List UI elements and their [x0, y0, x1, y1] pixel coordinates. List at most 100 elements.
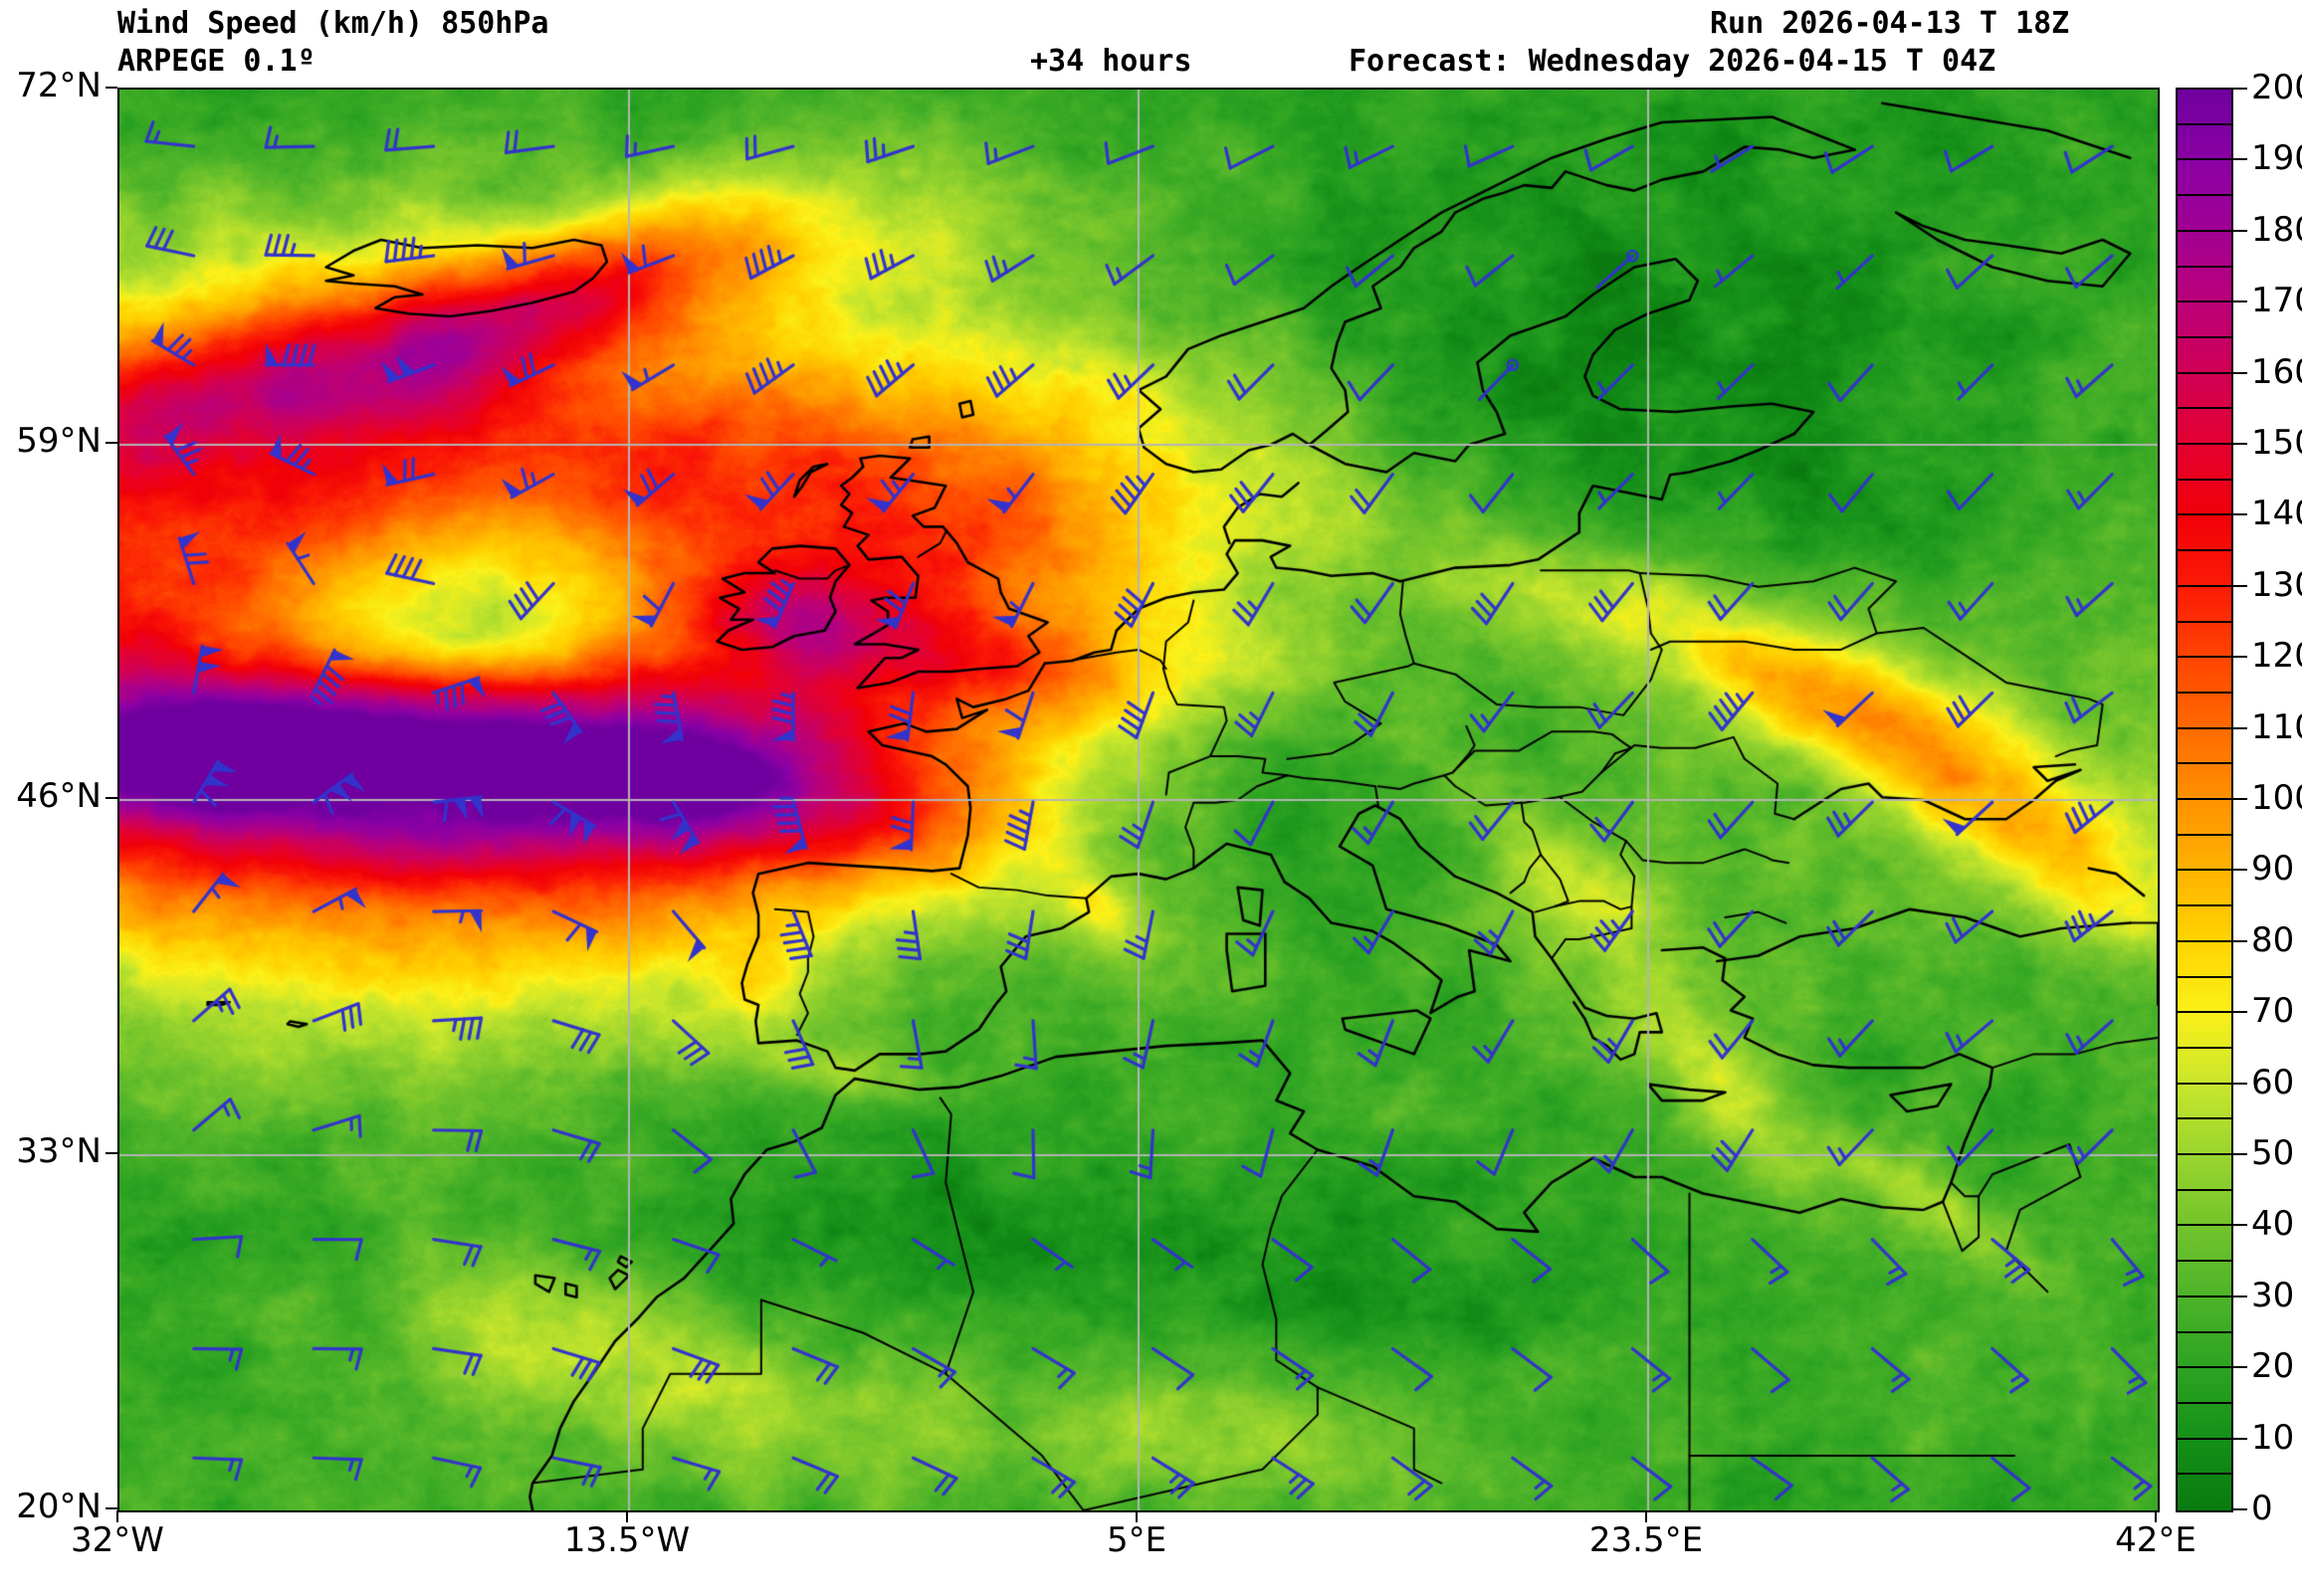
longitude-tick-mark	[626, 1510, 628, 1522]
longitude-tick-label: 5°E	[1106, 1520, 1167, 1560]
colorbar-tick-label: 0	[2251, 1489, 2273, 1528]
colorbar-minor-tick	[2176, 1011, 2233, 1014]
forecast-valid-label: Forecast: Wednesday 2026-04-15 T 04Z	[1349, 44, 1996, 79]
colorbar-minor-tick	[2176, 407, 2233, 410]
colorbar-tick-label: 10	[2251, 1417, 2295, 1458]
colorbar-major-tick	[2233, 1153, 2247, 1155]
colorbar-minor-tick	[2176, 335, 2233, 338]
colorbar-major-tick	[2233, 229, 2247, 232]
colorbar-minor-tick	[2176, 549, 2233, 552]
colorbar-major-tick	[2233, 513, 2247, 516]
colorbar-tick-label: 120	[2251, 636, 2302, 677]
colorbar: 0 10 20 30 40 50 60 70 80 90 100 110 120 130 140 150 160…	[2176, 68, 2302, 1528]
colorbar-major-tick	[2233, 726, 2247, 729]
colorbar-major-tick	[2233, 1366, 2247, 1369]
colorbar-major-tick	[2233, 1224, 2247, 1227]
colorbar-tick-label: 200	[2251, 68, 2302, 107]
page-title: Wind Speed (km/h) 850hPa	[117, 6, 549, 41]
colorbar-minor-tick	[2176, 656, 2233, 659]
colorbar-tick-label: 30	[2251, 1275, 2295, 1315]
latitude-tick-label: 59°N	[16, 421, 102, 461]
colorbar-tick-label: 20	[2251, 1346, 2295, 1387]
latitude-tick-mark	[105, 87, 117, 89]
colorbar-tick-label: 80	[2251, 919, 2295, 960]
colorbar-tick-label: 70	[2251, 991, 2295, 1032]
colorbar-minor-tick	[2176, 478, 2233, 481]
colorbar-minor-tick	[2176, 691, 2233, 694]
latitude-tick-label: 33°N	[16, 1131, 102, 1171]
colorbar-tick-label: 110	[2251, 706, 2302, 747]
latitude-tick-mark	[105, 1507, 117, 1509]
colorbar-minor-tick	[2176, 265, 2233, 268]
longitude-tick-mark	[2155, 1510, 2157, 1522]
colorbar-minor-tick	[2176, 1260, 2233, 1263]
colorbar-minor-tick	[2176, 229, 2233, 232]
colorbar-minor-tick	[2176, 1473, 2233, 1476]
colorbar-major-tick	[2233, 1082, 2247, 1085]
colorbar-minor-tick	[2176, 798, 2233, 800]
longitude-tick-label: 42°E	[2115, 1520, 2197, 1560]
colorbar-minor-tick	[2176, 1330, 2233, 1333]
colorbar-tick-label: 140	[2251, 494, 2302, 534]
longitude-tick-label: 32°W	[71, 1520, 164, 1560]
colorbar-major-tick	[2233, 1011, 2247, 1014]
colorbar-major-tick	[2233, 1508, 2247, 1510]
latitude-tick-mark	[105, 1152, 117, 1154]
colorbar-minor-tick	[2176, 122, 2233, 125]
colorbar-minor-tick	[2176, 1366, 2233, 1369]
colorbar-minor-tick	[2176, 1046, 2233, 1049]
colorbar-major-tick	[2233, 158, 2247, 161]
colorbar-minor-tick	[2176, 1117, 2233, 1120]
colorbar-tick-label: 40	[2251, 1204, 2295, 1245]
colorbar-minor-tick	[2176, 1401, 2233, 1404]
colorbar-tick-label: 50	[2251, 1133, 2295, 1173]
colorbar-major-tick	[2233, 869, 2247, 872]
colorbar-major-tick	[2233, 1295, 2247, 1297]
colorbar-minor-tick	[2176, 584, 2233, 587]
longitude-tick-mark	[116, 1510, 118, 1522]
colorbar-minor-tick	[2176, 904, 2233, 907]
latitude-tick-mark	[105, 797, 117, 799]
run-time-label: Run 2026-04-13 T 18Z	[1710, 6, 2070, 41]
colorbar-minor-tick	[2176, 939, 2233, 942]
colorbar-major-tick	[2233, 88, 2247, 90]
colorbar-minor-tick	[2176, 762, 2233, 765]
colorbar-minor-tick	[2176, 869, 2233, 872]
colorbar-major-tick	[2233, 939, 2247, 942]
latitude-tick-label: 72°N	[16, 66, 102, 105]
colorbar-minor-tick	[2176, 1224, 2233, 1227]
colorbar-minor-tick	[2176, 1188, 2233, 1191]
map-overlay-layer	[119, 90, 2158, 1510]
colorbar-tick-label: 170	[2251, 281, 2302, 321]
latitude-tick-mark	[105, 442, 117, 444]
colorbar-major-tick	[2233, 1437, 2247, 1440]
colorbar-minor-tick	[2176, 371, 2233, 374]
colorbar-minor-tick	[2176, 1437, 2233, 1440]
colorbar-tick-label: 150	[2251, 423, 2302, 463]
colorbar-major-tick	[2233, 798, 2247, 800]
colorbar-minor-tick	[2176, 1295, 2233, 1297]
model-label: ARPEGE 0.1º	[117, 44, 315, 79]
colorbar-minor-tick	[2176, 620, 2233, 623]
colorbar-ticks: 0 10 20 30 40 50 60 70 80 90 100 110 120 130 140 150 160…	[2176, 68, 2302, 1528]
colorbar-minor-tick	[2176, 300, 2233, 303]
longitude-tick-label: 23.5°E	[1588, 1520, 1704, 1560]
colorbar-tick-label: 130	[2251, 564, 2302, 605]
colorbar-minor-tick	[2176, 975, 2233, 978]
colorbar-tick-label: 90	[2251, 849, 2295, 890]
colorbar-major-tick	[2233, 656, 2247, 659]
colorbar-tick-label: 180	[2251, 209, 2302, 250]
colorbar-minor-tick	[2176, 1153, 2233, 1155]
colorbar-major-tick	[2233, 584, 2247, 587]
colorbar-minor-tick	[2176, 1082, 2233, 1085]
colorbar-major-tick	[2233, 371, 2247, 374]
colorbar-major-tick	[2233, 300, 2247, 303]
colorbar-tick-label: 100	[2251, 778, 2302, 818]
colorbar-minor-tick	[2176, 158, 2233, 161]
latitude-tick-label: 46°N	[16, 776, 102, 816]
longitude-tick-mark	[1645, 1510, 1647, 1522]
longitude-tick-mark	[1136, 1510, 1138, 1522]
map-plot-area	[117, 88, 2160, 1512]
lead-time-label: +34 hours	[1030, 44, 1192, 79]
